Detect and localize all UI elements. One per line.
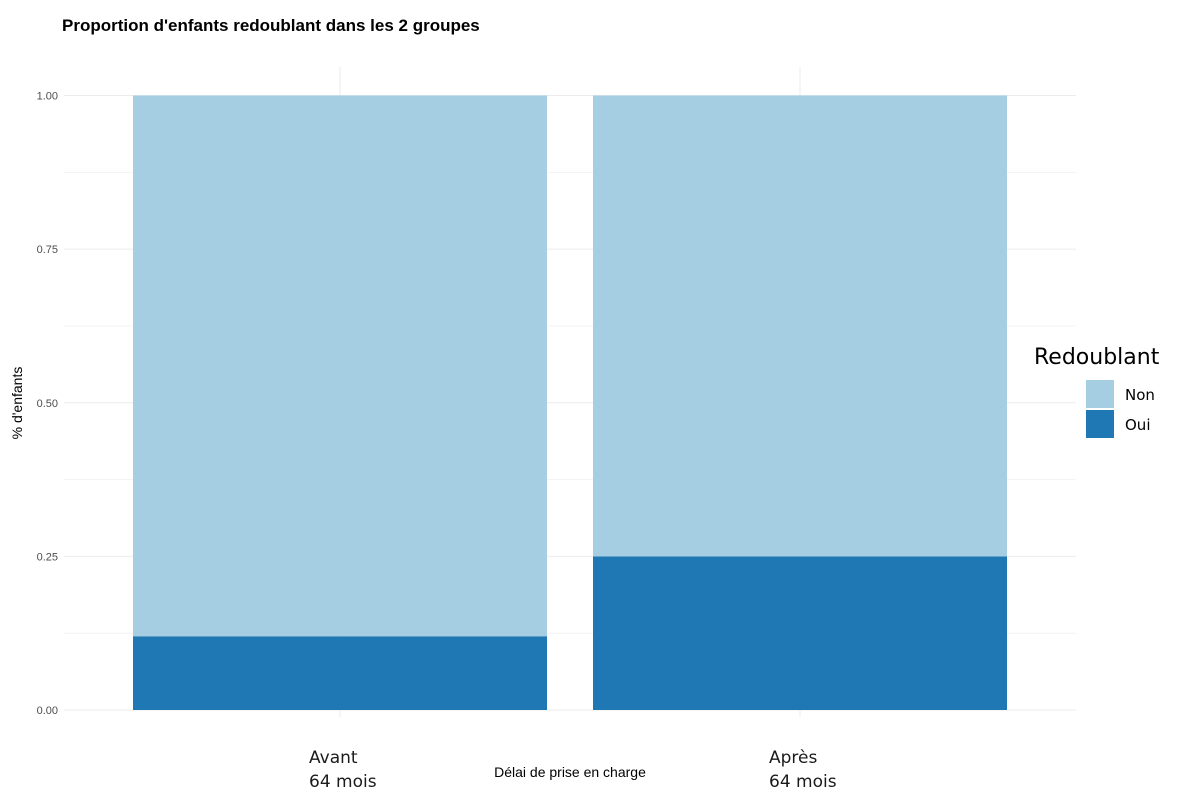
bars (133, 95, 1007, 710)
bar-oui-1 (133, 636, 547, 710)
legend-title: Redoublant (1034, 345, 1160, 370)
legend-label-non: Non (1125, 386, 1155, 404)
y-tick-label: 0.75 (37, 244, 58, 256)
y-tick-label: 0.00 (37, 705, 58, 717)
bar-non-2 (593, 95, 1007, 557)
y-tick-label: 0.50 (37, 398, 58, 410)
x-tick-label: Avant 64 mois (309, 748, 377, 792)
x-axis-ticks: Avant 64 mois Après 64 mois (309, 748, 837, 792)
y-axis-title: % d'enfants (9, 367, 25, 440)
x-axis-title: Délai de prise en charge (494, 764, 646, 780)
legend-label-oui: Oui (1125, 416, 1150, 434)
legend-key-oui (1086, 410, 1114, 438)
y-axis-ticks: 0.00 0.25 0.50 0.75 1.00 (37, 91, 58, 718)
x-tick-label: Après 64 mois (769, 748, 837, 792)
bar-oui-2 (593, 556, 1007, 710)
legend: Redoublant Non Oui (1034, 345, 1160, 438)
bar-non-1 (133, 95, 547, 637)
chart-title: Proportion d'enfants redoublant dans les… (62, 16, 480, 35)
y-tick-label: 1.00 (37, 91, 58, 103)
legend-key-non (1086, 380, 1114, 408)
y-tick-label: 0.25 (37, 551, 58, 563)
